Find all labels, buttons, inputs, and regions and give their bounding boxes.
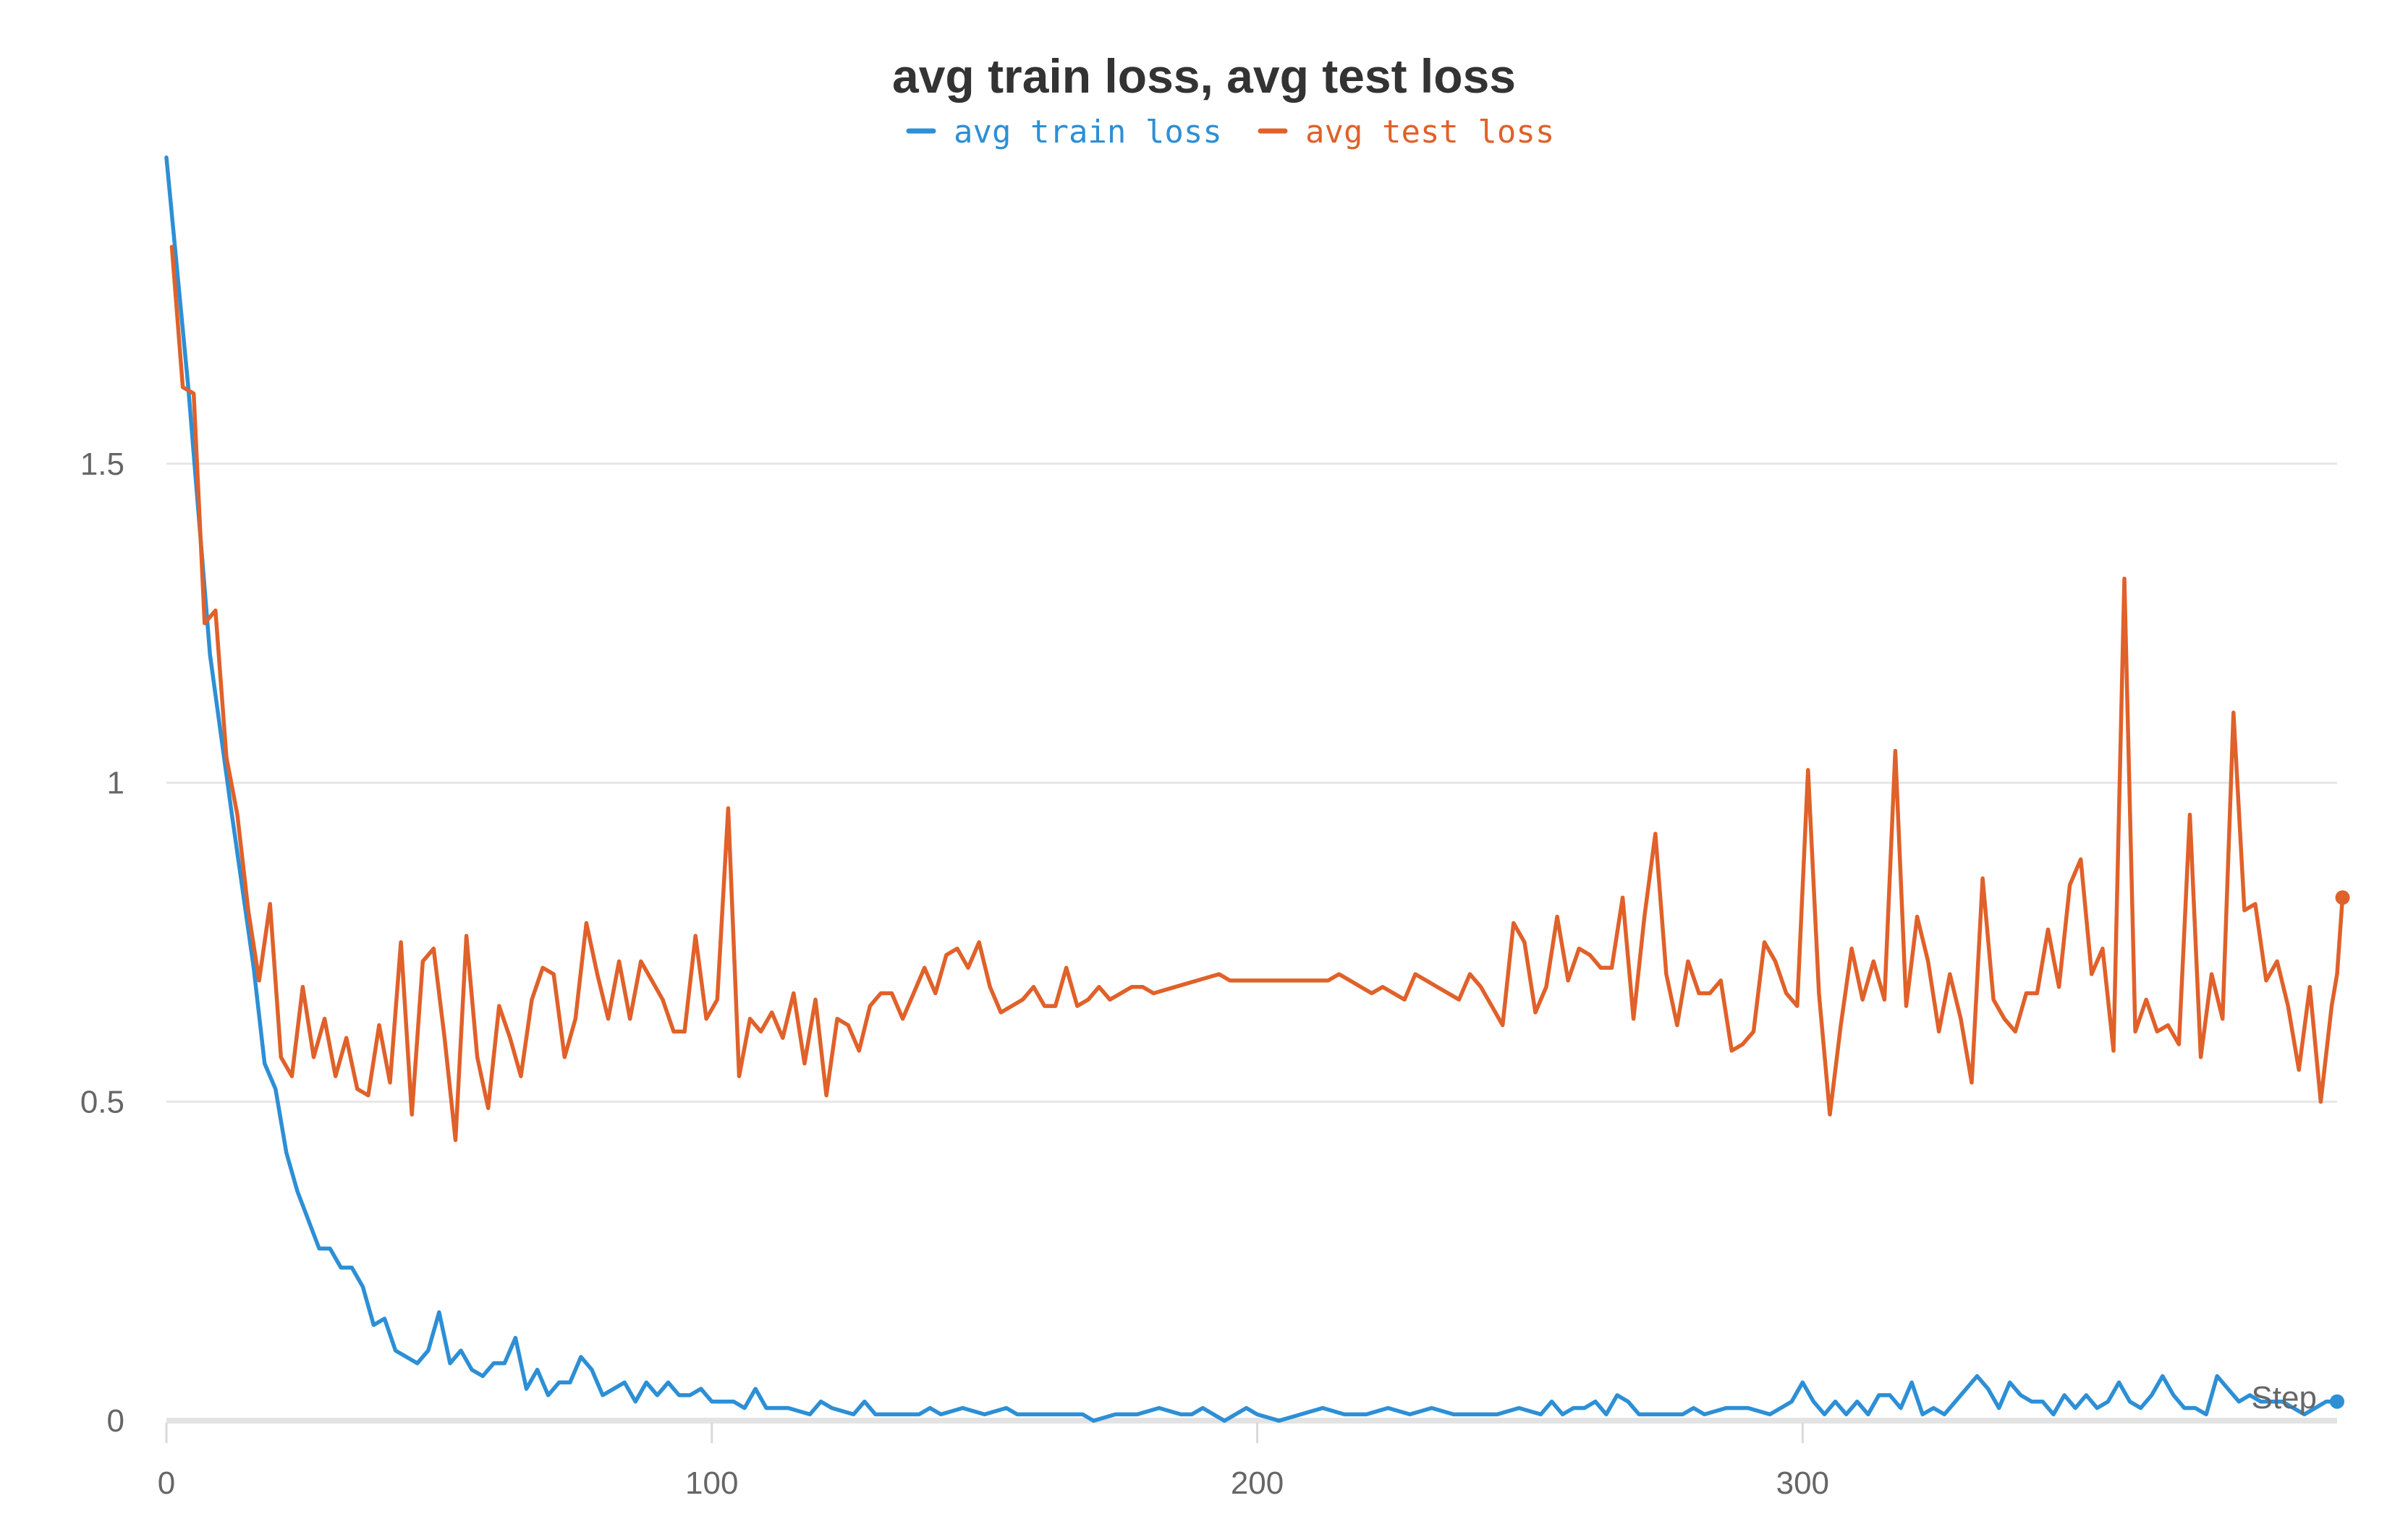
legend-item-test[interactable]: avg test loss: [1258, 114, 1554, 151]
legend[interactable]: avg train loss avg test loss: [906, 114, 1554, 151]
legend-item-train[interactable]: avg train loss: [906, 114, 1222, 151]
series-endpoint-train[interactable]: [2330, 1394, 2344, 1409]
y-tick-label: 1: [107, 766, 124, 801]
axes: 0 0.5 1 1.5 0 100 200 300: [80, 447, 2337, 1501]
y-tick-label: 0.5: [80, 1084, 124, 1120]
y-tick-label: 1.5: [80, 447, 124, 482]
x-tick-label: 100: [685, 1465, 738, 1501]
series-line-train[interactable]: [164, 155, 2339, 1423]
series-lines: [164, 155, 2350, 1423]
legend-label-train: avg train loss: [954, 114, 1222, 151]
series-line-test[interactable]: [169, 245, 2345, 1143]
series-endpoint-test[interactable]: [2335, 890, 2350, 905]
x-tick-label: 200: [1231, 1465, 1284, 1501]
grid-lines: [166, 462, 2337, 1103]
x-tick-label: 300: [1776, 1465, 1829, 1501]
x-axis-label: Step: [2251, 1380, 2317, 1416]
chart-title: avg train loss, avg test loss: [892, 49, 1516, 103]
y-tick-label: 0: [107, 1403, 124, 1439]
legend-label-test: avg test loss: [1305, 114, 1554, 151]
x-tick-label: 0: [158, 1465, 175, 1501]
